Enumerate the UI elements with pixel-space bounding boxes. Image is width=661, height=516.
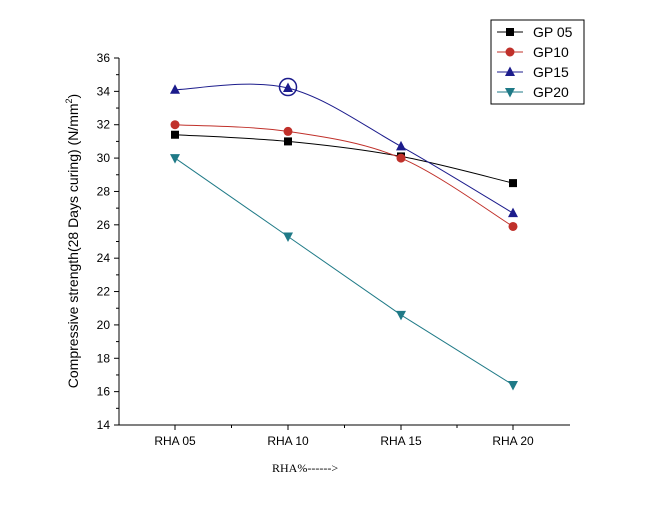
data-point-gp15-1 <box>170 84 180 94</box>
data-point-gp10-3 <box>396 153 406 163</box>
legend-label-gp10: GP10 <box>533 44 569 60</box>
legend-marker-gp10 <box>505 47 515 57</box>
legend-marker-gp15 <box>505 66 515 76</box>
data-point-gp10-4 <box>508 221 518 231</box>
data-point-gp15-4 <box>508 207 518 218</box>
y-tick-label: 36 <box>97 51 111 65</box>
legend-label-gp20: GP20 <box>533 84 569 100</box>
y-tick-label: 30 <box>97 151 111 165</box>
y-tick-label: 18 <box>97 351 111 365</box>
data-point-gp05-1 <box>171 130 179 139</box>
series-line-gp20 <box>174 157 514 386</box>
x-tick-label: RHA 20 <box>492 434 534 448</box>
data-point-gp15-2 <box>283 82 293 93</box>
y-axis-label-superscript: 2 <box>64 98 74 103</box>
y-tick-label: 20 <box>97 318 111 332</box>
data-point-gp10-2 <box>283 126 293 136</box>
data-point-gp20-2 <box>283 232 293 242</box>
data-point-gp20-1 <box>170 154 180 164</box>
x-tick-label: RHA 15 <box>380 434 422 448</box>
legend-marker-gp20 <box>505 88 515 98</box>
y-axis-label-main: Compressive strength(28 Days curing) (N/… <box>65 103 81 388</box>
y-tick-label: 22 <box>97 285 111 299</box>
series-line-gp10 <box>174 124 514 227</box>
x-tick-label: RHA 05 <box>154 434 196 448</box>
x-axis-label: RHA%------> <box>272 461 338 475</box>
data-point-gp05-2 <box>284 137 292 146</box>
data-point-gp05-4 <box>509 179 517 188</box>
y-tick-label: 14 <box>97 418 111 432</box>
data-point-gp15-3 <box>396 140 406 151</box>
y-tick-label: 34 <box>97 84 111 98</box>
highlight-ring <box>278 77 298 97</box>
x-axis-label-arrow: ------> <box>307 461 338 475</box>
data-point-gp20-3 <box>396 310 406 321</box>
x-axis-label-text: RHA% <box>272 461 307 475</box>
y-tick-label: 32 <box>97 118 111 132</box>
legend-label-gp05: GP 05 <box>533 24 573 40</box>
series-line-gp05 <box>174 134 514 184</box>
y-axis-label-close: ) <box>65 94 81 99</box>
y-tick-label: 26 <box>97 218 111 232</box>
y-axis-label: Compressive strength(28 Days curing) (N/… <box>64 94 81 388</box>
data-point-gp20-4 <box>508 380 518 391</box>
y-tick-label: 28 <box>97 184 111 198</box>
x-tick-label: RHA 10 <box>267 434 309 448</box>
legend-label-gp15: GP15 <box>533 64 569 80</box>
y-tick-label: 16 <box>97 385 111 399</box>
legend-marker-gp05 <box>506 28 514 36</box>
series-line-gp15 <box>174 83 514 214</box>
y-tick-label: 24 <box>97 251 111 265</box>
data-point-gp10-1 <box>170 120 180 130</box>
